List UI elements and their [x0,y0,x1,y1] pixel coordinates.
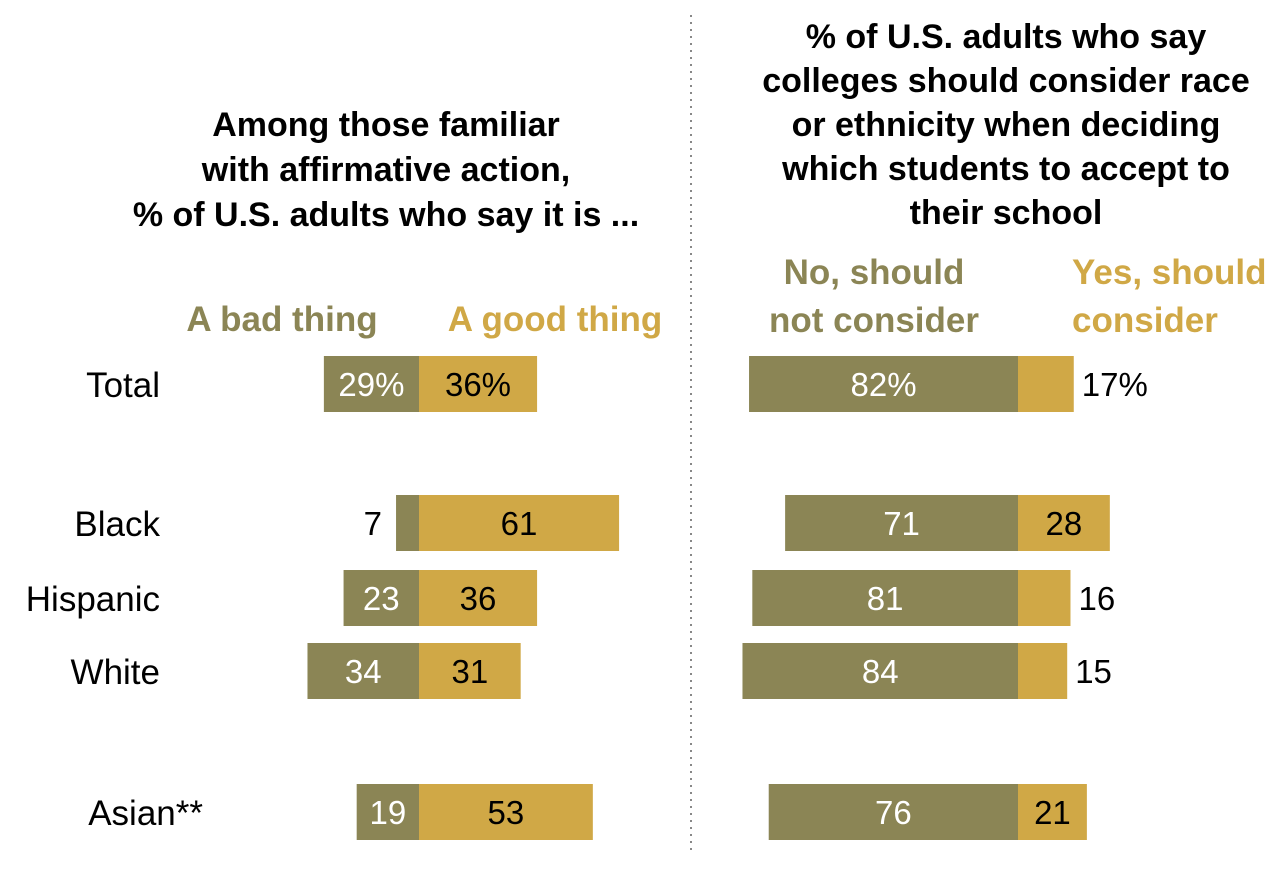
right-chart-legend: No, should not consider Yes, should conside… [769,253,1267,340]
label-should-consider-black: 28 [1046,505,1083,542]
label-bad-thing-white: 34 [345,653,382,690]
bar-good-thing-total [419,356,538,412]
bar-bad-thing-white [307,643,419,699]
label-bad-thing-total: 29% [338,366,404,403]
left-chart-bars: 29% 36% 7 61 23 36 34 31 19 53 [307,356,620,840]
legend-good-thing: A good thing [448,300,662,339]
label-should-not-consider-black: 71 [883,505,920,542]
right-title-line: or ethnicity when deciding [792,106,1221,144]
bar-should-consider-hispanic [1018,570,1071,626]
left-chart-legend: A bad thing A good thing [186,300,662,339]
category-label-black: Black [74,505,160,544]
label-good-thing-hispanic: 36 [460,580,497,617]
bar-bad-thing-asian [356,784,419,840]
legend-should-not-consider: No, should [784,253,965,292]
legend-bad-thing: A bad thing [186,300,377,339]
label-good-thing-black: 61 [501,505,538,542]
bar-good-thing-white [419,643,521,699]
left-title-line: Among those familiar [212,106,560,144]
legend-should-consider: Yes, should [1072,253,1267,292]
label-should-not-consider-total: 82% [850,366,916,403]
bar-bad-thing-hispanic [343,570,419,626]
left-chart-title: Among those familiar with affirmative act… [133,106,639,234]
label-should-consider-hispanic: 16 [1078,580,1115,617]
right-title-line: their school [910,194,1103,232]
label-bad-thing-asian: 19 [369,794,406,831]
right-title-line: % of U.S. adults who say [806,18,1207,56]
label-bad-thing-black: 7 [364,505,382,542]
legend-should-not-consider: not consider [769,301,979,340]
label-should-consider-asian: 21 [1034,794,1071,831]
bar-bad-thing-black [396,495,419,551]
bar-good-thing-black [419,495,620,551]
left-title-line: with affirmative action, [201,151,570,189]
bar-good-thing-hispanic [419,570,538,626]
label-should-consider-total: 17% [1082,366,1148,403]
bar-should-not-consider-white [742,643,1018,699]
label-should-not-consider-hispanic: 81 [867,580,904,617]
right-title-line: which students to accept to [781,150,1230,188]
right-title-line: colleges should consider race [762,62,1250,100]
label-should-not-consider-asian: 76 [875,794,912,831]
bar-good-thing-asian [419,784,593,840]
label-bad-thing-hispanic: 23 [363,580,400,617]
label-good-thing-white: 31 [451,653,488,690]
category-label-total: Total [86,366,160,405]
label-good-thing-total: 36% [445,366,511,403]
bar-bad-thing-total [323,356,419,412]
bar-should-not-consider-total [749,356,1018,412]
bar-should-consider-white [1018,643,1068,699]
label-should-consider-white: 15 [1075,653,1112,690]
right-chart-title: % of U.S. adults who say colleges should … [762,18,1250,232]
category-label-hispanic: Hispanic [26,580,160,619]
label-should-not-consider-white: 84 [862,653,899,690]
bar-should-not-consider-black [785,495,1018,551]
bar-should-consider-asian [1018,784,1087,840]
legend-should-consider: consider [1072,301,1218,340]
category-label-white: White [71,653,160,692]
category-label-asian: Asian** [88,794,203,833]
bar-should-consider-black [1018,495,1110,551]
bar-should-not-consider-asian [768,784,1018,840]
bar-should-not-consider-hispanic [752,570,1018,626]
bar-should-consider-total [1018,356,1074,412]
category-labels: Total Black Hispanic White Asian** [26,366,204,833]
left-title-line: % of U.S. adults who say it is ... [133,196,639,234]
right-chart-bars: 82% 17% 71 28 81 16 84 15 76 21 [742,356,1148,840]
label-good-thing-asian: 53 [488,794,525,831]
